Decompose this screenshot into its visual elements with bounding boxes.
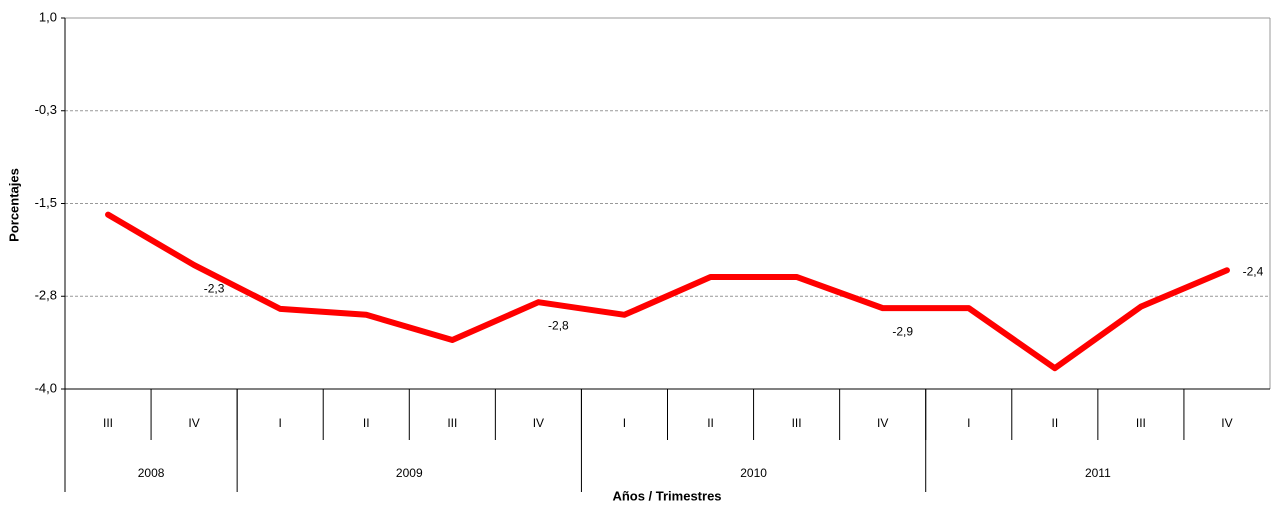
y-axis-label: Porcentajes	[6, 168, 21, 242]
x-tick-label: II	[1051, 416, 1058, 430]
x-tick-label: II	[707, 416, 714, 430]
group-label: 2010	[740, 466, 767, 480]
x-tick-label: IV	[188, 416, 199, 430]
y-tick-label: -4,0	[35, 380, 57, 395]
x-tick-label: IV	[1221, 416, 1232, 430]
x-tick-label: III	[447, 416, 457, 430]
line-series	[105, 211, 1230, 372]
group-label: 2009	[396, 466, 423, 480]
y-tick-label: -1,5	[35, 195, 57, 210]
group-label: 2011	[1085, 466, 1111, 480]
x-axis-label: Años / Trimestres	[612, 488, 721, 503]
data-label: -2,4	[1243, 264, 1264, 278]
x-tick-label: III	[103, 416, 113, 430]
y-tick-label: 1,0	[39, 9, 57, 24]
x-tick-label: I	[279, 416, 282, 430]
x-tick-label: III	[792, 416, 802, 430]
x-tick-label: IV	[877, 416, 888, 430]
x-tick-label: IV	[533, 416, 544, 430]
x-tick-label: II	[363, 416, 370, 430]
data-label: -2,9	[892, 324, 913, 338]
data-label: -2,3	[204, 281, 225, 295]
data-label: -2,8	[548, 318, 569, 332]
x-tick-label: I	[967, 416, 970, 430]
group-label: 2008	[138, 466, 165, 480]
y-tick-label: -2,8	[35, 288, 57, 303]
x-tick-label: I	[623, 416, 626, 430]
y-tick-label: -0,3	[35, 102, 57, 117]
x-tick-label: III	[1136, 416, 1146, 430]
